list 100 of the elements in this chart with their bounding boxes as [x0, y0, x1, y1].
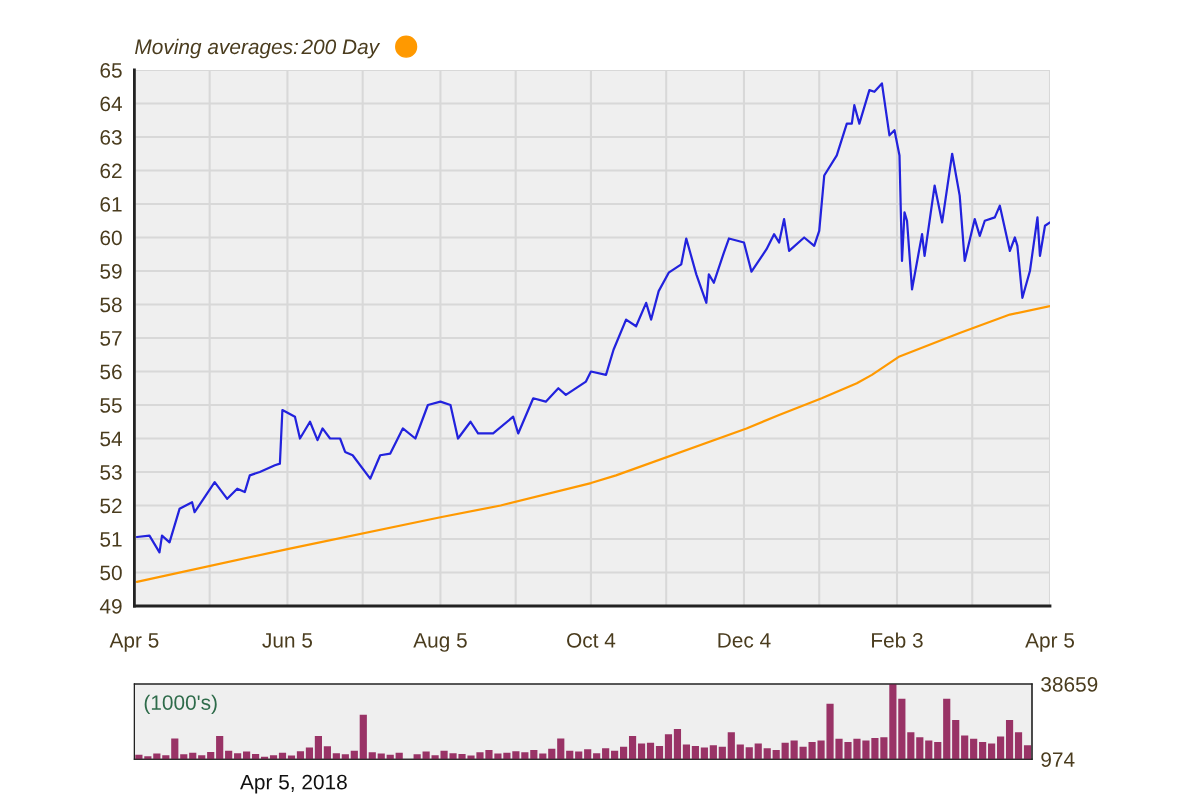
- y-tick-label: 64: [100, 96, 122, 112]
- bar: [216, 736, 224, 760]
- y-tick-label: 65: [100, 63, 122, 78]
- bar: [180, 754, 188, 760]
- y-tick-label: 55: [100, 398, 122, 413]
- bar: [189, 752, 197, 760]
- bar: [341, 754, 349, 760]
- bar: [889, 684, 897, 760]
- bar: [1014, 732, 1023, 760]
- bar: [996, 736, 1005, 760]
- y-tick-label: 63: [100, 130, 122, 145]
- bar: [790, 740, 798, 760]
- x-tick-label: Apr 5: [109, 633, 159, 652]
- bar: [772, 749, 780, 760]
- y-tick-label: 59: [100, 264, 122, 279]
- x-tick-label: Aug 5: [413, 633, 467, 652]
- bar: [171, 738, 179, 760]
- y-tick-label: 53: [100, 465, 122, 480]
- bar: [521, 752, 529, 760]
- bar: [278, 752, 287, 760]
- bar: [916, 737, 924, 760]
- bar: [323, 746, 331, 760]
- bar: [557, 738, 565, 760]
- bar: [745, 747, 753, 760]
- bar: [961, 735, 969, 760]
- bar: [1005, 720, 1014, 760]
- bar: [359, 714, 367, 760]
- line-series: [135, 305, 1050, 583]
- bar: [611, 750, 619, 760]
- bar: [296, 751, 305, 760]
- y2-tick-label: 38659: [1041, 677, 1098, 692]
- bar: [664, 734, 673, 760]
- bar: [530, 749, 538, 760]
- bar: [727, 732, 735, 760]
- x-tick-label: Oct 4: [567, 632, 616, 648]
- bar: [602, 748, 610, 760]
- bar: [736, 744, 744, 760]
- bar: [655, 745, 664, 760]
- bar: [314, 736, 322, 760]
- bar: [198, 755, 206, 760]
- x-tick-label: Jun 5: [262, 633, 313, 648]
- bar: [584, 749, 592, 760]
- bar: [970, 738, 978, 760]
- x-tick-label: Apr 5: [1025, 633, 1075, 652]
- bar: [718, 746, 726, 760]
- legend-label: 200 Day: [301, 39, 381, 59]
- bar: [144, 756, 152, 760]
- bar: [593, 753, 601, 760]
- y-tick-label: 50: [100, 565, 122, 581]
- bar: [934, 741, 942, 760]
- bar: [234, 753, 242, 760]
- y-tick-label: 60: [100, 230, 122, 246]
- y-tick-label: 61: [100, 197, 122, 212]
- bar: [646, 742, 655, 760]
- bar: [251, 753, 260, 760]
- bar: [207, 751, 215, 760]
- bar: [162, 755, 170, 760]
- bar: [763, 748, 771, 760]
- bar: [979, 741, 987, 760]
- bar: [620, 746, 628, 760]
- bar: [700, 747, 708, 760]
- y-tick-label: 49: [99, 599, 122, 614]
- legend-title: Moving averages:: [135, 38, 299, 59]
- annotation: (1000's): [144, 694, 217, 715]
- y2-tick-label: 974: [1041, 752, 1075, 767]
- bar: [350, 750, 358, 760]
- y-tick-label: 52: [100, 498, 122, 514]
- y-tick-label: 54: [100, 431, 122, 447]
- bar: [988, 743, 996, 760]
- bar: [925, 740, 933, 760]
- y-tick-label: 62: [100, 163, 122, 179]
- bar: [637, 743, 646, 760]
- bar: [566, 750, 574, 760]
- bar: [781, 742, 789, 760]
- bar: [907, 732, 915, 760]
- bar: [395, 752, 403, 760]
- bar: [548, 748, 556, 760]
- line-series: [135, 82, 1050, 554]
- bar: [943, 698, 951, 760]
- y-tick-label: 56: [100, 364, 122, 380]
- bar: [682, 744, 691, 760]
- y-tick-label: 51: [100, 532, 122, 547]
- text: Apr 5, 2018: [240, 774, 347, 794]
- bar: [898, 698, 906, 760]
- x-tick-label: Feb 3: [872, 632, 923, 648]
- bar: [368, 752, 376, 760]
- y-tick-label: 57: [100, 331, 122, 346]
- bar: [673, 729, 682, 760]
- y-tick-label: 58: [100, 297, 122, 313]
- x-tick-label: Dec 4: [718, 633, 771, 648]
- bar: [413, 754, 421, 760]
- bar: [512, 751, 520, 760]
- bar: [332, 753, 340, 760]
- bar: [691, 745, 699, 760]
- bar: [225, 750, 233, 760]
- bar: [709, 745, 717, 760]
- bar: [952, 720, 960, 760]
- bar: [269, 755, 278, 760]
- bar: [628, 736, 637, 760]
- bar: [754, 743, 762, 760]
